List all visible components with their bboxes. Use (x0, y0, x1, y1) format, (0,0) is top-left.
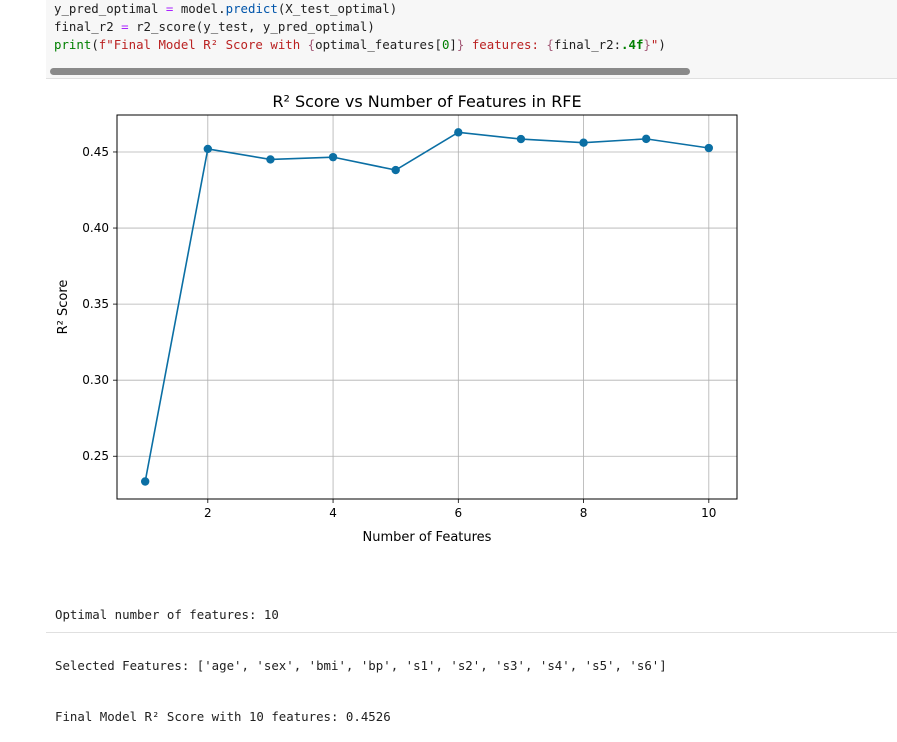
code-token: } (456, 37, 465, 52)
line-chart: 2 4 6 8 10 0.25 0.30 0.35 0.40 0.45 R² Score vs N… (56, 92, 738, 545)
output-line-3: Final Model R² Score with 10 features: 0… (55, 709, 391, 724)
plot-area (117, 115, 737, 499)
code-token: optimal_features (315, 37, 435, 52)
code-token: features: (464, 37, 547, 52)
cell-divider (46, 632, 897, 633)
grid-lines (117, 115, 737, 499)
code-token: = (165, 1, 174, 16)
code-token: model. (180, 1, 226, 16)
code-token: (X_test_optimal) (277, 1, 398, 16)
code-token: predict (225, 1, 278, 16)
y-tick-label: 0.25 (82, 449, 109, 463)
code-token: r2_score(y_test, y_pred_optimal) (136, 19, 375, 34)
code-token: ] (449, 37, 457, 52)
code-token: .4f (621, 37, 644, 52)
code-token: ( (91, 37, 99, 52)
code-token: " (650, 37, 659, 52)
code-token: = (121, 19, 129, 34)
x-tick-label: 4 (329, 506, 337, 520)
code-line-2: final_r2 = r2_score(y_test, y_pred_optim… (54, 18, 375, 36)
cell-output: Optimal number of features: 10 Selected … (55, 572, 667, 742)
x-tick-label: 2 (204, 506, 212, 520)
y-tick-label: 0.40 (82, 221, 109, 235)
code-token: ) (658, 37, 666, 52)
data-point (266, 155, 275, 164)
code-line-3: print(f"Final Model R² Score with {optim… (54, 36, 666, 54)
horizontal-scrollbar[interactable] (50, 68, 850, 76)
code-token: } (643, 37, 651, 52)
code-cell[interactable]: y_pred_optimal = model.predict(X_test_op… (46, 0, 897, 79)
data-point (454, 128, 463, 137)
x-axis-label: Number of Features (363, 530, 492, 545)
code-token: final_r2: (553, 37, 622, 52)
output-line-1: Optimal number of features: 10 (55, 607, 279, 622)
x-tick-label: 8 (580, 506, 588, 520)
output-line-2: Selected Features: ['age', 'sex', 'bmi',… (55, 658, 667, 673)
data-point (704, 143, 714, 153)
code-token: final_r2 (54, 19, 114, 34)
data-point (391, 165, 400, 175)
code-token: { (546, 37, 554, 52)
code-token: y_pred_optimal (54, 1, 159, 16)
scrollbar-thumb[interactable] (50, 68, 690, 75)
code-line-1: y_pred_optimal = model.predict(X_test_op… (54, 0, 397, 18)
data-point (641, 134, 651, 144)
x-tick-label: 10 (701, 506, 716, 520)
chart-title: R² Score vs Number of Features in RFE (272, 92, 581, 111)
x-tick-label: 6 (454, 506, 462, 520)
code-token: [ (434, 37, 442, 52)
code-token: 0 (441, 37, 450, 52)
series-line (144, 131, 709, 482)
data-point (140, 477, 150, 486)
data-point (579, 138, 588, 147)
axis-ticks: 2 4 6 8 10 0.25 0.30 0.35 0.40 0.45 (82, 145, 716, 520)
data-point (516, 134, 526, 144)
code-token: f"Final Model R² Score with (98, 37, 308, 52)
series (140, 128, 714, 486)
plot-frame (116, 114, 738, 500)
y-tick-label: 0.35 (82, 297, 109, 311)
y-tick-label: 0.30 (82, 373, 109, 387)
data-point (328, 152, 338, 162)
code-token: { (307, 37, 316, 52)
y-axis-label: R² Score (56, 280, 71, 335)
data-point (203, 144, 213, 154)
y-tick-label: 0.45 (82, 145, 109, 159)
code-token: print (54, 37, 92, 52)
